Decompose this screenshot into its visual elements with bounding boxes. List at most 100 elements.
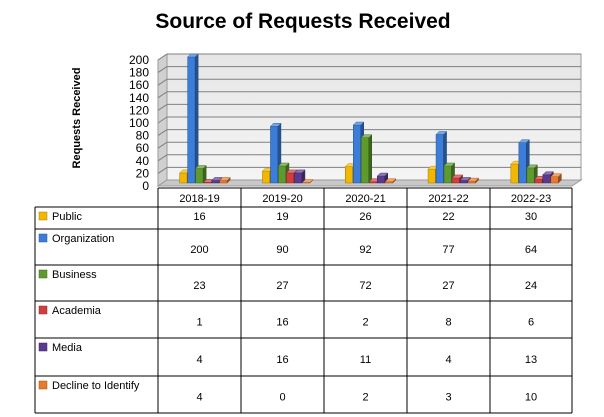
bar-front [467, 180, 476, 184]
data-cell: 22 [442, 211, 454, 223]
bar-top [435, 131, 448, 135]
bar-front [443, 165, 452, 184]
gridline-side [157, 78, 168, 86]
data-cell: 13 [525, 354, 537, 366]
bar-top [550, 173, 562, 177]
bar-front [195, 168, 204, 184]
legend-swatch [38, 305, 48, 315]
data-cell: 4 [196, 392, 202, 404]
bar-top [459, 177, 472, 181]
bar-top [211, 177, 223, 181]
bar-front [550, 176, 559, 184]
bar [467, 177, 480, 184]
bar-front [179, 172, 188, 184]
y-tick-label: 140 [129, 91, 149, 105]
data-cell: 92 [359, 244, 371, 256]
bar-top [219, 177, 231, 181]
bar-front [270, 126, 279, 184]
bar-front [435, 134, 444, 184]
bar [550, 173, 562, 184]
bar-front [534, 178, 543, 184]
bar [384, 178, 397, 184]
gridline-side [157, 116, 168, 124]
legend-swatch [38, 342, 48, 352]
gridline-side [157, 103, 168, 111]
legend-label: Business [52, 269, 97, 281]
bar-front [278, 165, 287, 184]
y-tick-label: 160 [129, 78, 149, 92]
legend-label: Academia [52, 305, 102, 317]
data-cell: 90 [276, 244, 288, 256]
data-cell: 6 [528, 317, 534, 329]
legend-swatch [38, 269, 48, 279]
x-category-label: 2018-19 [179, 193, 219, 205]
bar-side [194, 53, 199, 184]
data-cell: 4 [445, 354, 451, 366]
y-tick-label: 180 [129, 66, 149, 80]
bar-top [526, 164, 538, 169]
bar-front [294, 172, 303, 184]
bar [293, 169, 306, 184]
data-cell: 23 [193, 280, 205, 292]
bar [443, 162, 456, 184]
bar-front [286, 172, 295, 184]
bar [360, 134, 373, 184]
data-cell: 27 [276, 280, 288, 292]
bar-front [345, 166, 353, 184]
x-category-label: 2019-20 [262, 193, 302, 205]
bar-front [353, 124, 361, 184]
bar-top [293, 169, 306, 174]
data-table: 2018-19 2019-20 2020-21 2021-22 2022-23 Publi… [34, 187, 573, 414]
bar-top [443, 162, 456, 167]
bar-front [377, 175, 385, 184]
y-tick-label: 0 [142, 179, 149, 193]
data-cell: 200 [190, 244, 208, 256]
x-category-label: 2020-21 [345, 193, 385, 205]
bar-front [518, 142, 527, 184]
legend-swatch [38, 380, 48, 390]
data-cell: 72 [359, 280, 371, 292]
data-cell: 26 [359, 211, 371, 223]
bar-top [360, 134, 373, 138]
data-cell: 19 [276, 211, 288, 223]
gridline-side [157, 66, 168, 74]
bar-front [427, 168, 436, 184]
bar-front [211, 180, 220, 184]
bar-top [542, 171, 554, 176]
data-cell: 11 [360, 354, 371, 366]
gridline-side [157, 91, 168, 99]
data-cell: 16 [276, 354, 288, 366]
data-cell: 16 [193, 211, 205, 223]
y-axis-label: Requests Received [71, 68, 83, 169]
legend-swatch [38, 233, 48, 243]
bar [376, 172, 389, 184]
y-tick-label: 60 [136, 141, 150, 155]
data-cell: 0 [279, 392, 285, 404]
bar [187, 53, 199, 184]
bar-top [384, 178, 397, 182]
data-cell: 2 [362, 392, 368, 404]
y-tick-label: 100 [129, 116, 149, 130]
bar [301, 178, 314, 184]
bar-top [352, 121, 365, 126]
data-cell: 4 [196, 354, 202, 366]
x-category-label: 2022-23 [511, 193, 551, 205]
bar-top [301, 179, 314, 183]
bar-front [542, 174, 551, 184]
bar-side [368, 134, 372, 184]
bar-front [459, 180, 468, 184]
bar-front [219, 180, 228, 184]
data-cell: 24 [525, 280, 537, 292]
legend-label: Decline to Identify [52, 380, 140, 392]
y-tick-label: 200 [129, 53, 149, 67]
bar-top [285, 169, 298, 174]
legend-swatch [38, 211, 48, 221]
data-cell: 3 [445, 392, 451, 404]
bar-front [451, 177, 460, 184]
bar-front [262, 170, 271, 184]
data-cell: 10 [525, 392, 537, 404]
bar-top [451, 174, 464, 179]
gridline-side [157, 53, 168, 61]
gridline-side [157, 166, 168, 174]
